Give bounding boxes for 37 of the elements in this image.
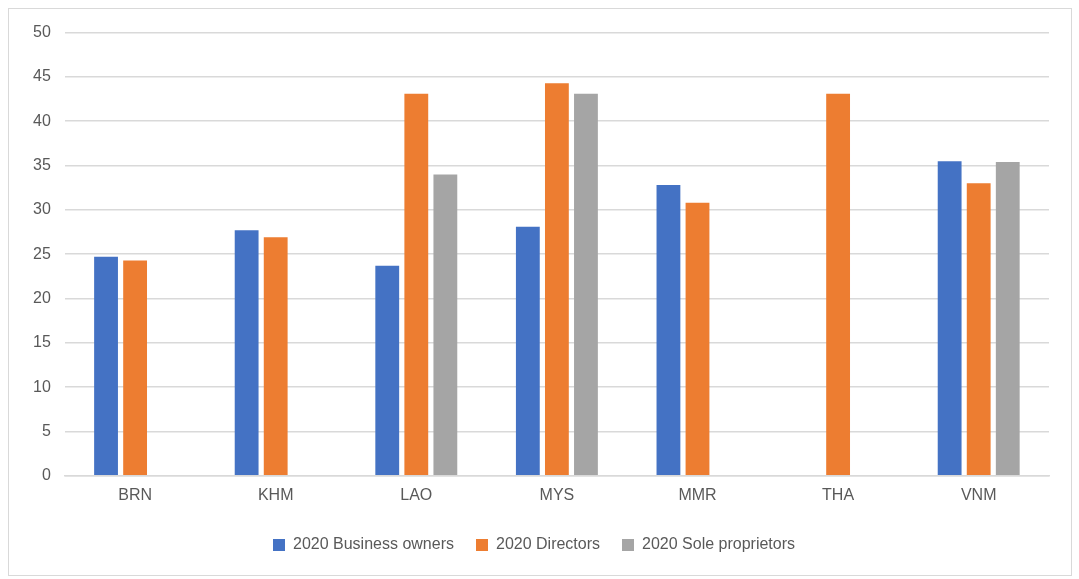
y-tick-label: 5 <box>41 421 51 439</box>
x-tick-label: MYS <box>539 485 575 503</box>
legend-label: 2020 Directors <box>495 535 601 553</box>
y-tick-label: 20 <box>33 288 51 306</box>
y-tick-label: 30 <box>33 200 51 218</box>
bar <box>263 237 288 476</box>
bar <box>94 256 118 476</box>
bar <box>937 161 962 476</box>
bar <box>656 185 681 476</box>
bar <box>404 93 429 476</box>
y-tick-label: 10 <box>33 377 51 395</box>
x-tick-label: VNM <box>960 485 997 503</box>
y-tick-label: 50 <box>33 23 51 41</box>
bar <box>433 174 458 476</box>
bar <box>685 202 710 476</box>
x-tick-label: LAO <box>400 485 433 503</box>
bar <box>515 226 540 476</box>
y-tick-label: 40 <box>33 111 51 129</box>
y-tick-label: 0 <box>41 466 51 484</box>
y-tick-label: 45 <box>33 67 51 85</box>
bar <box>826 93 851 476</box>
y-tick-label: 25 <box>33 244 51 262</box>
bar <box>966 183 991 476</box>
x-tick-label: KHM <box>257 485 294 503</box>
bar <box>375 265 400 476</box>
x-tick-label: MMR <box>678 485 717 503</box>
bar <box>544 83 569 476</box>
x-tick-label: THA <box>822 485 855 503</box>
legend-label: 2020 Sole proprietors <box>642 535 796 553</box>
y-tick-label: 15 <box>33 333 51 351</box>
legend-label: 2020 Business owners <box>292 535 454 553</box>
x-tick-label: BRN <box>118 485 152 503</box>
bar <box>995 162 1020 476</box>
bar <box>234 230 259 476</box>
y-tick-label: 35 <box>33 155 51 173</box>
bar <box>574 93 598 476</box>
bar <box>123 260 148 476</box>
